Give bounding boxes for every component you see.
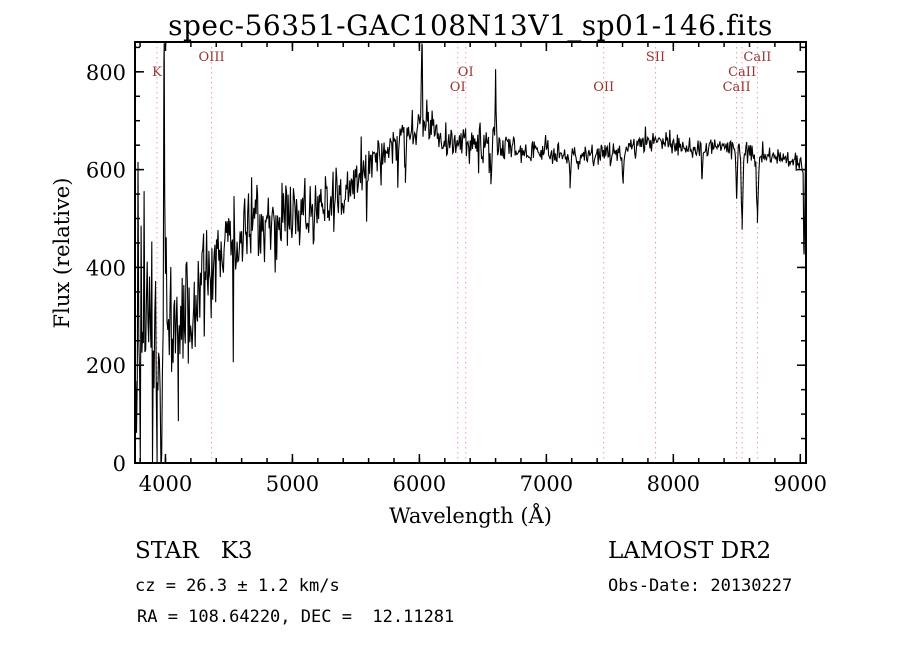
survey-text: LAMOST DR2 xyxy=(608,538,772,564)
x-tick-label: 6000 xyxy=(393,472,446,496)
y-tick-label: 0 xyxy=(113,452,126,476)
x-tick-label: 4000 xyxy=(139,472,192,496)
classification-text: STAR K3 xyxy=(135,538,253,564)
x-tick-label: 9000 xyxy=(774,472,827,496)
marker-label-oii: OII xyxy=(593,80,614,95)
marker-label-caii: CaII xyxy=(728,65,756,80)
marker-label-caii: CaII xyxy=(723,80,751,95)
x-tick-label: 7000 xyxy=(520,472,573,496)
y-tick-label: 200 xyxy=(86,354,126,378)
plot-frame xyxy=(134,41,807,464)
radec-text: RA = 108.64220, DEC = 12.11281 xyxy=(137,607,455,627)
y-tick-label: 600 xyxy=(86,159,126,183)
marker-label-sii: SII xyxy=(646,50,665,65)
marker-label-k: K xyxy=(152,65,162,80)
x-tick-label: 5000 xyxy=(266,472,319,496)
y-tick-label: 800 xyxy=(86,61,126,85)
x-tick-label: 8000 xyxy=(647,472,700,496)
marker-label-oi: OI xyxy=(458,65,474,80)
y-axis-label: Flux (relative) xyxy=(50,177,74,329)
obs-date-text: Obs-Date: 20130227 xyxy=(608,576,793,596)
y-tick-label: 400 xyxy=(86,256,126,280)
spectrum-trace xyxy=(134,43,806,463)
marker-label-oi: OI xyxy=(450,80,466,95)
marker-label-caii: CaII xyxy=(743,50,771,65)
plot-title: spec-56351-GAC108N13V1_sp01-146.fits xyxy=(168,9,773,42)
marker-label-oiii: OIII xyxy=(199,50,225,65)
cz-text: cz = 26.3 ± 1.2 km/s xyxy=(135,576,340,596)
x-axis-label: Wavelength (Å) xyxy=(389,504,552,528)
